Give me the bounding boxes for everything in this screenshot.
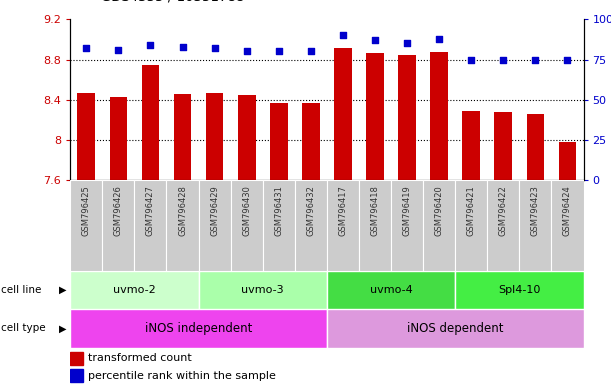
- Bar: [423, 180, 455, 271]
- Bar: [142, 65, 159, 180]
- Text: Spl4-10: Spl4-10: [498, 285, 541, 295]
- Point: [466, 56, 476, 63]
- Text: GSM796420: GSM796420: [434, 185, 444, 236]
- Bar: [109, 97, 127, 180]
- Text: GSM796419: GSM796419: [403, 185, 412, 236]
- Bar: [527, 114, 544, 180]
- Bar: [174, 94, 191, 180]
- Bar: [70, 180, 103, 271]
- Point: [114, 47, 123, 53]
- Text: GDS4355 / 10351788: GDS4355 / 10351788: [101, 0, 244, 4]
- Text: GSM796428: GSM796428: [178, 185, 187, 236]
- Bar: [430, 53, 448, 180]
- Point: [81, 45, 91, 51]
- Bar: [327, 180, 359, 271]
- Text: GSM796430: GSM796430: [242, 185, 251, 236]
- Point: [274, 48, 284, 55]
- Point: [563, 56, 573, 63]
- Text: GSM796418: GSM796418: [370, 185, 379, 236]
- Text: GSM796431: GSM796431: [274, 185, 284, 236]
- Bar: [70, 369, 83, 382]
- Bar: [334, 48, 352, 180]
- Text: GSM796426: GSM796426: [114, 185, 123, 236]
- Text: uvmo-3: uvmo-3: [241, 285, 284, 295]
- Point: [178, 43, 188, 50]
- Bar: [359, 180, 391, 271]
- Bar: [494, 112, 512, 180]
- Bar: [166, 180, 199, 271]
- Text: uvmo-4: uvmo-4: [370, 285, 412, 295]
- Bar: [327, 271, 455, 309]
- Text: ▶: ▶: [59, 285, 66, 295]
- Text: percentile rank within the sample: percentile rank within the sample: [88, 371, 276, 381]
- Text: GSM796425: GSM796425: [82, 185, 91, 236]
- Bar: [455, 271, 584, 309]
- Bar: [199, 180, 231, 271]
- Text: GSM796427: GSM796427: [146, 185, 155, 236]
- Bar: [231, 180, 263, 271]
- Text: cell line: cell line: [1, 285, 41, 295]
- Bar: [238, 95, 255, 180]
- Point: [370, 37, 380, 43]
- Bar: [327, 309, 584, 348]
- Bar: [488, 180, 519, 271]
- Bar: [295, 180, 327, 271]
- Bar: [70, 309, 327, 348]
- Point: [306, 48, 316, 55]
- Text: GSM796422: GSM796422: [499, 185, 508, 236]
- Point: [434, 35, 444, 41]
- Text: iNOS dependent: iNOS dependent: [407, 322, 503, 335]
- Bar: [263, 180, 295, 271]
- Bar: [463, 111, 480, 180]
- Text: iNOS independent: iNOS independent: [145, 322, 252, 335]
- Bar: [519, 180, 552, 271]
- Bar: [558, 142, 576, 180]
- Point: [242, 48, 252, 55]
- Text: ▶: ▶: [59, 323, 66, 333]
- Bar: [134, 180, 166, 271]
- Bar: [552, 180, 584, 271]
- Bar: [199, 271, 327, 309]
- Point: [530, 56, 540, 63]
- Point: [145, 42, 155, 48]
- Bar: [366, 53, 384, 180]
- Point: [402, 40, 412, 46]
- Bar: [398, 56, 416, 180]
- Text: GSM796417: GSM796417: [338, 185, 348, 236]
- Point: [210, 45, 219, 51]
- Bar: [70, 352, 83, 365]
- Bar: [455, 180, 488, 271]
- Bar: [206, 93, 224, 180]
- Text: GSM796424: GSM796424: [563, 185, 572, 236]
- Point: [499, 56, 508, 63]
- Point: [338, 32, 348, 38]
- Text: cell type: cell type: [1, 323, 45, 333]
- Bar: [78, 93, 95, 180]
- Text: transformed count: transformed count: [88, 353, 192, 363]
- Text: GSM796423: GSM796423: [531, 185, 540, 236]
- Bar: [103, 180, 134, 271]
- Text: GSM796421: GSM796421: [467, 185, 476, 236]
- Text: uvmo-2: uvmo-2: [113, 285, 156, 295]
- Bar: [391, 180, 423, 271]
- Bar: [302, 103, 320, 180]
- Bar: [70, 271, 199, 309]
- Text: GSM796429: GSM796429: [210, 185, 219, 236]
- Text: GSM796432: GSM796432: [306, 185, 315, 236]
- Bar: [270, 103, 288, 180]
